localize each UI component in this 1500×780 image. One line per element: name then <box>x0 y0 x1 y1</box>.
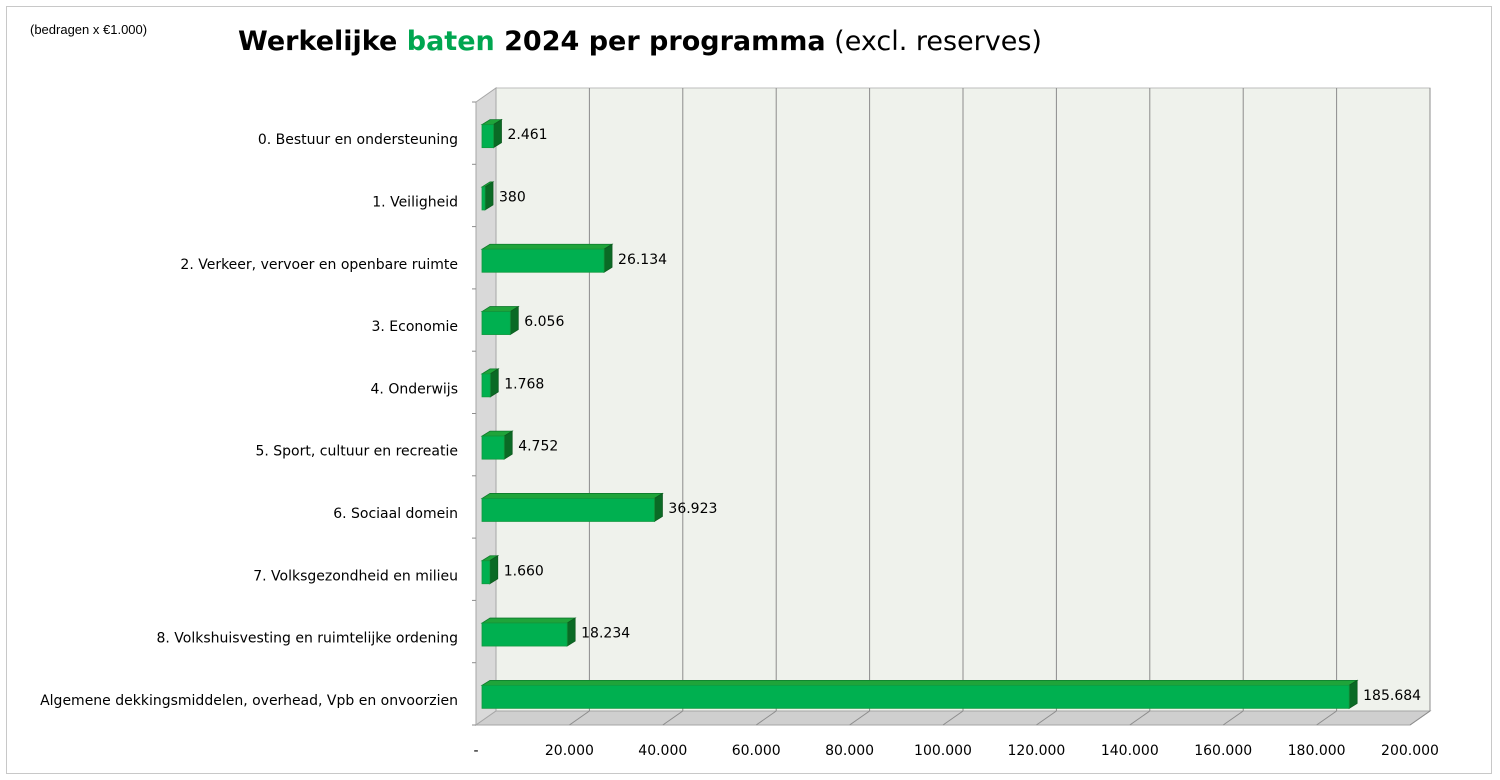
bar-top <box>480 243 614 250</box>
gridline-floor <box>1316 710 1337 726</box>
bar <box>481 248 605 273</box>
bar <box>481 311 511 335</box>
data-label: 2.461 <box>507 127 547 143</box>
bar-side <box>603 243 613 273</box>
data-label: 1.768 <box>504 376 544 392</box>
category-label: 8. Volkshuisvesting en ruimtelijke orden… <box>157 631 459 647</box>
gridline-floor <box>569 710 590 726</box>
data-label: 18.234 <box>581 626 630 642</box>
bar-side <box>484 181 494 211</box>
gridline-floor <box>849 710 870 726</box>
gridline-floor <box>942 710 964 726</box>
bar <box>481 124 494 149</box>
x-tick-label: - <box>473 743 478 759</box>
x-tick-label: 80.000 <box>825 743 874 759</box>
bar-side <box>1348 679 1358 710</box>
bar-top <box>480 617 577 624</box>
gridline-floor <box>1129 710 1151 726</box>
data-label: 380 <box>499 189 526 205</box>
bar-side <box>493 118 502 149</box>
gridline-floor <box>662 710 684 726</box>
bar <box>481 498 655 522</box>
bar-side <box>654 492 663 523</box>
title-part-4: (excl. reserves) <box>825 26 1042 57</box>
x-tick-label: 100.000 <box>914 743 972 759</box>
chart-frame <box>6 6 1492 774</box>
category-label: 2. Verkeer, vervoer en openbare ruimte <box>180 257 458 273</box>
category-label: 5. Sport, cultuur en recreatie <box>255 444 458 460</box>
title-part-1: Werkelijke <box>238 26 407 57</box>
category-label: 1. Veiligheid <box>372 194 458 210</box>
x-tick-label: 180.000 <box>1288 743 1346 759</box>
x-tick-label: 140.000 <box>1101 743 1159 759</box>
chart-title: Werkelijke baten 2024 per programma (exc… <box>0 26 1280 57</box>
x-tick-label: 60.000 <box>732 743 781 759</box>
bar <box>481 186 486 211</box>
gridline-floor <box>1409 710 1431 726</box>
data-label: 6.056 <box>524 314 564 330</box>
title-highlight: baten <box>406 26 495 57</box>
bar <box>481 373 491 398</box>
title-part-3: 2024 per programma <box>494 26 826 57</box>
gridline-floor <box>1222 710 1244 726</box>
gridline-floor <box>755 710 777 726</box>
category-label: Algemene dekkingsmiddelen, overhead, Vpb… <box>40 693 458 709</box>
bar-side <box>566 617 576 647</box>
category-label: 4. Onderwijs <box>371 381 458 397</box>
category-label: 7. Volksgezondheid en milieu <box>253 568 458 584</box>
bar <box>481 435 505 460</box>
x-tick-label: 20.000 <box>545 743 594 759</box>
data-label: 1.660 <box>504 563 544 579</box>
x-tick-label: 40.000 <box>638 743 687 759</box>
category-label: 6. Sociaal domein <box>333 506 458 522</box>
x-tick-label: 200.000 <box>1381 743 1439 759</box>
bar-side <box>503 430 513 460</box>
units-note: (bedragen x €1.000) <box>30 22 148 37</box>
bar-top <box>480 493 664 499</box>
bar <box>481 622 568 647</box>
bar <box>481 684 1350 709</box>
data-label: 185.684 <box>1363 688 1421 704</box>
x-tick-label: 160.000 <box>1194 743 1252 759</box>
data-label: 26.134 <box>618 252 667 268</box>
bar-side <box>489 368 499 398</box>
bar-side <box>489 555 499 585</box>
bar-side <box>509 305 519 336</box>
gridline-floor <box>1036 710 1057 726</box>
category-label: 0. Bestuur en ondersteuning <box>258 132 458 148</box>
category-label: 3. Economie <box>372 319 459 335</box>
bar-top <box>480 679 1359 686</box>
bar <box>481 560 491 585</box>
x-tick-label: 120.000 <box>1007 743 1065 759</box>
data-label: 36.923 <box>668 501 717 517</box>
data-label: 4.752 <box>518 439 558 455</box>
